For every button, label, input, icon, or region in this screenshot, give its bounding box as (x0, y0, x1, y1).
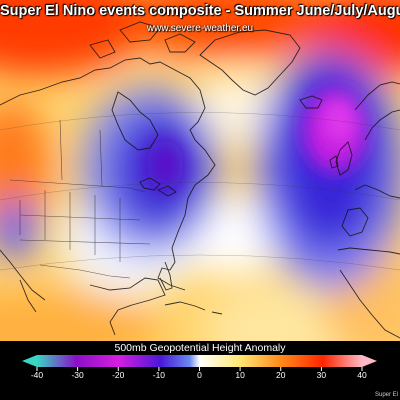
footer-credit: Super El (374, 392, 398, 398)
map-title: Super El Nino events composite - Summer … (0, 3, 400, 19)
graticule (0, 112, 400, 271)
colorbar (22, 355, 377, 371)
map-subtitle: www.severe-weather.eu (146, 23, 254, 34)
tick-label: -20 (112, 370, 125, 380)
anomaly-map-canvas (0, 0, 400, 341)
anomaly-field (0, 0, 400, 341)
legend-title: 500mb Geopotential Height Anomaly (114, 342, 286, 354)
anomaly-map: Super El Nino events composite - Summer … (0, 0, 400, 341)
colorbar-ticks (36, 367, 363, 371)
tick-label: 0 (197, 370, 202, 380)
tick-label: -10 (152, 370, 166, 380)
color-legend: 500mb Geopotential Height Anomaly (0, 341, 400, 400)
colorbar-gradient (37, 355, 362, 367)
tick-label: 30 (316, 370, 327, 380)
tick-label: 40 (357, 370, 367, 380)
tick-label: 20 (276, 370, 286, 380)
colorbar-max-arrow (362, 355, 377, 367)
coastlines (0, 21, 400, 339)
political-borders (9, 119, 151, 279)
tick-label: 10 (235, 370, 245, 380)
tick-label: -30 (71, 370, 84, 380)
tick-label: -40 (30, 370, 44, 380)
colorbar-min-arrow (22, 355, 37, 367)
